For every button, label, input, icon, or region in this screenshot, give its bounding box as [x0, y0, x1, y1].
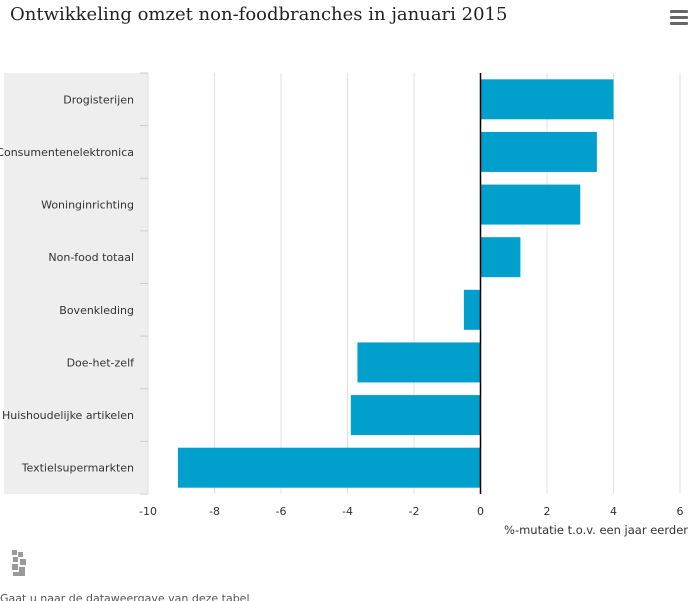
x-axis-label: %-mutatie t.o.v. een jaar eerder: [504, 523, 688, 537]
x-tick-label: -2: [409, 505, 420, 518]
x-tick-label: -8: [209, 505, 220, 518]
bar: [463, 289, 481, 330]
bar: [357, 342, 481, 383]
category-label: Bovenkleding: [59, 304, 134, 317]
bar: [480, 79, 614, 120]
data-table-link[interactable]: Gaat u naar de dataweergave van deze tab…: [0, 592, 250, 601]
category-band: [4, 73, 148, 494]
x-tick-label: -4: [342, 505, 353, 518]
bar: [350, 395, 481, 436]
x-tick-label: -10: [139, 505, 157, 518]
x-tick-label: -6: [276, 505, 287, 518]
category-label: Textielsupermarkten: [21, 462, 134, 475]
hamburger-menu-icon[interactable]: [670, 10, 688, 26]
category-label: Doe-het-zelf: [67, 356, 136, 369]
category-label: Huishoudelijke artikelen: [2, 409, 134, 422]
x-tick-label: 4: [610, 505, 617, 518]
category-label: Consumentenelektronica: [0, 146, 134, 159]
bar-chart: Drogisterijen Consumentenelektronica Wonin…: [0, 72, 688, 537]
category-label: Woninginrichting: [41, 199, 134, 212]
bar: [480, 184, 581, 225]
bar: [177, 447, 481, 488]
category-label: Non-food totaal: [48, 251, 134, 264]
bar: [480, 237, 521, 278]
x-tick-label: 6: [677, 505, 684, 518]
x-tick-label: 0: [477, 505, 484, 518]
chart-title: Ontwikkeling omzet non-foodbranches in j…: [10, 4, 508, 25]
bar: [480, 131, 597, 172]
cbs-logo-icon: [10, 548, 30, 578]
category-label: Drogisterijen: [63, 93, 134, 106]
x-tick-label: 2: [544, 505, 551, 518]
